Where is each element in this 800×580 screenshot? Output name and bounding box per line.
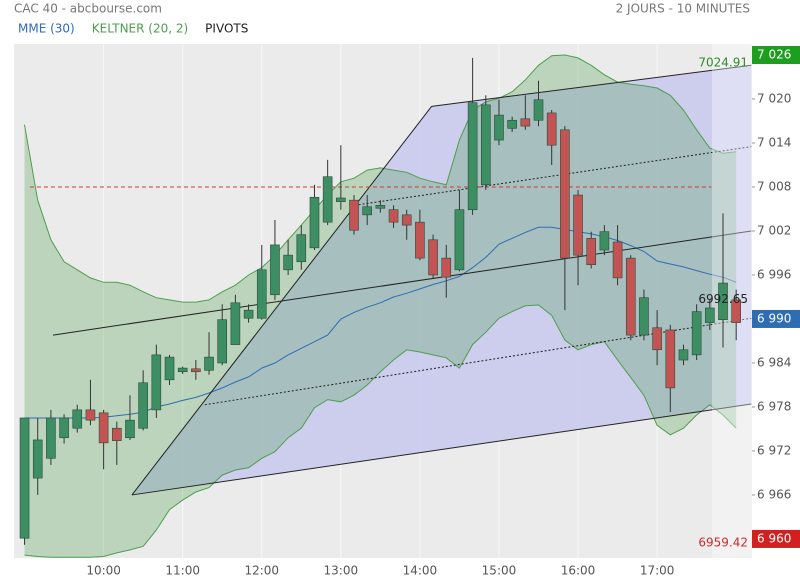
candle-body <box>520 118 531 127</box>
candle-body <box>480 104 491 186</box>
price-tag <box>752 309 800 328</box>
candle-body <box>494 114 504 141</box>
candle-body <box>625 257 636 336</box>
price-tag-label: 6 990 <box>757 311 791 325</box>
candle-body <box>415 221 425 259</box>
x-tick-label: 14:00 <box>403 564 438 578</box>
candle-body <box>467 102 478 211</box>
candle-body <box>59 417 69 439</box>
y-tick-label: 6 966 <box>757 487 791 501</box>
candle-body <box>309 196 320 249</box>
candle-body <box>72 409 83 429</box>
candle-body <box>336 197 346 202</box>
candle-body <box>349 199 359 231</box>
candle-body <box>46 417 56 459</box>
candle-body <box>507 119 517 129</box>
price-annotation: 6959.42 <box>698 536 748 550</box>
x-tick-label: 17:00 <box>640 564 675 578</box>
candle-body <box>191 368 201 373</box>
candle-body <box>243 309 254 319</box>
x-tick-label: 12:00 <box>244 564 279 578</box>
price-tag <box>752 529 800 548</box>
price-annotation: 6992.65 <box>698 292 748 306</box>
candle-body <box>111 427 122 441</box>
candle-body <box>217 319 228 364</box>
candle-body <box>428 239 438 276</box>
chart-title: CAC 40 - abcbourse.com <box>14 2 162 16</box>
x-tick-label: 16:00 <box>561 564 596 578</box>
candle-body <box>85 409 96 421</box>
keltner-lower <box>24 304 737 558</box>
y-tick-label: 6 978 <box>757 399 791 413</box>
candle-body <box>652 327 662 351</box>
pivot-line <box>131 403 752 496</box>
y-tick-label: 7 020 <box>757 91 791 105</box>
candle-body <box>678 349 689 361</box>
price-tag <box>752 45 800 64</box>
price-annotation: 7024.91 <box>698 55 748 69</box>
candle-body <box>98 412 109 444</box>
x-tick-label: 13:00 <box>324 564 359 578</box>
candle-body <box>665 329 676 389</box>
candle-body <box>546 112 557 146</box>
x-tick-label: 15:00 <box>482 564 517 578</box>
period-label: 2 JOURS - 10 MINUTES <box>616 2 750 16</box>
candle-body <box>177 367 188 373</box>
candle-body <box>639 297 649 336</box>
candle-body <box>230 302 241 345</box>
x-tick-label: 10:00 <box>86 564 121 578</box>
candle-body <box>270 244 280 296</box>
candle-body <box>560 129 570 259</box>
keltner-band-fill <box>24 55 737 558</box>
price-tag-label: 6 960 <box>757 531 791 545</box>
candle-body <box>296 234 307 263</box>
candle-body <box>164 356 175 381</box>
candle-body <box>256 269 267 319</box>
candle-body <box>441 257 452 278</box>
candle-body <box>19 417 30 539</box>
legend-entry: KELTNER (20, 2) <box>92 22 188 36</box>
pivot-channel-fill <box>131 65 752 495</box>
pivot-line <box>52 230 752 336</box>
y-tick-label: 6 972 <box>757 443 791 457</box>
candle-body <box>586 238 597 266</box>
candle-body <box>573 194 583 256</box>
legend-entry: MME (30) <box>18 22 75 36</box>
candle-body <box>375 205 386 209</box>
y-tick-label: 7 008 <box>757 179 791 193</box>
y-tick-label: 6 996 <box>757 267 791 281</box>
candle-body <box>322 176 333 223</box>
y-tick-label: 7 002 <box>757 223 791 237</box>
candle-body <box>388 209 399 223</box>
candle-body <box>125 419 135 439</box>
candle-body <box>599 231 610 251</box>
candle-body <box>138 382 148 429</box>
pivot-line <box>354 146 752 206</box>
candle-body <box>32 439 43 479</box>
candle-body <box>401 214 412 226</box>
price-tag-label: 7 026 <box>757 47 791 61</box>
candle-body <box>718 282 728 320</box>
candle-body <box>454 209 465 271</box>
candle-body <box>283 254 293 271</box>
y-tick-label: 7 014 <box>757 135 791 149</box>
candle-body <box>731 299 741 323</box>
pivot-line <box>431 64 752 107</box>
y-tick-label: 6 984 <box>757 355 791 369</box>
x-tick-label: 11:00 <box>165 564 200 578</box>
candle-body <box>612 241 623 279</box>
candle-body <box>151 354 162 411</box>
candle-body <box>691 311 702 356</box>
legend-entry: PIVOTS <box>205 22 248 36</box>
candle-body <box>204 356 214 371</box>
candle-body <box>533 99 544 121</box>
candle-body <box>705 307 715 323</box>
candle-body <box>362 206 372 216</box>
